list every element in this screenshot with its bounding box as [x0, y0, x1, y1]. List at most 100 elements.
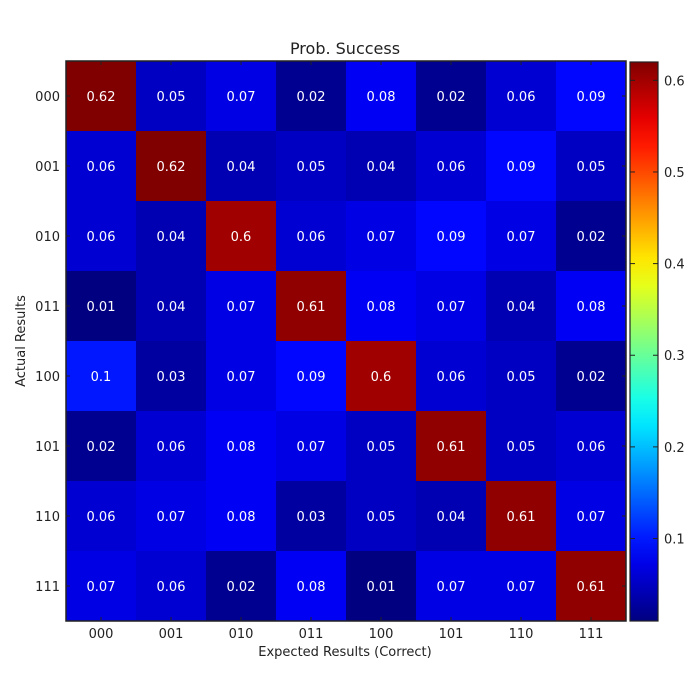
- heatmap-cell: [66, 131, 137, 202]
- y-tick-label: 111: [35, 580, 60, 595]
- cell-value-label: 0.04: [157, 300, 186, 315]
- x-tick-label: 101: [439, 627, 464, 642]
- cell-value-label: 0.07: [507, 230, 536, 245]
- x-tick-label: 001: [159, 627, 184, 642]
- x-tick-label: 000: [89, 627, 114, 642]
- colorbar-axis: 0.1 0.2 0.3 0.4 0.5 0.6: [630, 74, 685, 548]
- cell-value-label: 0.08: [297, 580, 326, 595]
- heatmap-cell: [416, 131, 487, 202]
- heatmap-cell: [66, 201, 137, 272]
- cell-value-label: 0.07: [437, 300, 466, 315]
- heatmap-cell: [136, 341, 207, 412]
- cell-value-label: 0.09: [297, 370, 326, 385]
- cell-value-label: 0.6: [231, 230, 252, 245]
- x-tick-label: 011: [299, 627, 324, 642]
- cell-value-label: 0.07: [507, 580, 536, 595]
- heatmap-cell: [66, 271, 137, 342]
- cell-value-label: 0.07: [157, 510, 186, 525]
- y-axis-label: Actual Results: [14, 295, 29, 387]
- cell-value-label: 0.06: [507, 90, 536, 105]
- cell-value-label: 0.07: [367, 230, 396, 245]
- cell-value-label: 0.01: [367, 580, 396, 595]
- cell-value-label: 0.08: [577, 300, 606, 315]
- cell-value-label: 0.01: [87, 300, 116, 315]
- heatmap-cell: [276, 551, 347, 622]
- heatmap-cell: [346, 131, 417, 202]
- cell-value-label: 0.61: [507, 510, 536, 525]
- cell-value-label: 0.05: [297, 160, 326, 175]
- cell-value-label: 0.05: [507, 370, 536, 385]
- heatmap-cell: [346, 201, 417, 272]
- y-tick-label: 011: [35, 300, 60, 315]
- cell-value-label: 0.1: [91, 370, 112, 385]
- cell-value-label: 0.05: [577, 160, 606, 175]
- heatmap-cell: [206, 131, 277, 202]
- x-axis: 000 001 010 011 100 101 110 111: [89, 61, 604, 642]
- heatmap-cell: [66, 61, 137, 132]
- heatmap-cell: [136, 201, 207, 272]
- cell-value-label: 0.02: [227, 580, 256, 595]
- cell-value-label: 0.06: [297, 230, 326, 245]
- cell-value-label: 0.05: [507, 440, 536, 455]
- cell-value-label: 0.04: [367, 160, 396, 175]
- cell-value-label: 0.06: [437, 160, 466, 175]
- heatmap-cell: [136, 551, 207, 622]
- cell-value-label: 0.08: [227, 440, 256, 455]
- heatmap-cell: [416, 411, 487, 482]
- colorbar-tick-label: 0.4: [664, 258, 685, 273]
- cell-value-label: 0.06: [157, 580, 186, 595]
- cell-value-label: 0.02: [87, 440, 116, 455]
- heatmap-cell: [486, 481, 557, 552]
- heatmap-cell: [276, 411, 347, 482]
- heatmap-cell: [486, 61, 557, 132]
- heatmap-cell: [276, 341, 347, 412]
- colorbar-tick-label: 0.6: [664, 74, 685, 89]
- plot-frame: [65, 60, 627, 622]
- cell-value-label: 0.05: [367, 440, 396, 455]
- heatmap-cell: [556, 341, 627, 412]
- cell-value-label: 0.04: [227, 160, 256, 175]
- heatmap-cell: [486, 271, 557, 342]
- cell-value-label: 0.07: [87, 580, 116, 595]
- heatmap-cell: [486, 131, 557, 202]
- x-axis-label: Expected Results (Correct): [258, 645, 431, 660]
- heatmap-cell: [416, 271, 487, 342]
- x-tick-label: 111: [579, 627, 604, 642]
- cell-value-label: 0.02: [437, 90, 466, 105]
- cell-value-label: 0.06: [87, 510, 116, 525]
- colorbar: [629, 61, 659, 622]
- cell-value-label: 0.07: [227, 300, 256, 315]
- heatmap-cell: [416, 61, 487, 132]
- cell-value-label: 0.61: [437, 440, 466, 455]
- heatmap-cell: [486, 201, 557, 272]
- heatmap-cell: [206, 411, 277, 482]
- y-axis: 000 001 010 011 100 101 110 111: [35, 90, 626, 595]
- heatmap-cell: [136, 271, 207, 342]
- cell-value-label: 0.04: [157, 230, 186, 245]
- heatmap-cell: [346, 271, 417, 342]
- cell-value-label: 0.09: [507, 160, 536, 175]
- heatmap-cell: [206, 551, 277, 622]
- cell-value-label: 0.05: [367, 510, 396, 525]
- heatmap-cell: [416, 341, 487, 412]
- cell-value-label: 0.08: [367, 90, 396, 105]
- colorbar-tick-label: 0.2: [664, 441, 685, 456]
- heatmap-cell: [346, 481, 417, 552]
- cell-value-label: 0.02: [297, 90, 326, 105]
- heatmap-cell: [346, 551, 417, 622]
- heatmap-cell: [556, 201, 627, 272]
- heatmap-cell: [276, 131, 347, 202]
- heatmap-cell: [206, 341, 277, 412]
- heatmap-cell: [346, 61, 417, 132]
- cell-value-label: 0.06: [87, 160, 116, 175]
- cell-value-label: 0.08: [367, 300, 396, 315]
- chart-title: Prob. Success: [290, 39, 400, 58]
- heatmap-cells: 0.62 0.05 0.07 0.02 0.08 0.02 0.06 0.09 0.06 0.62…: [66, 61, 627, 622]
- cell-value-label: 0.08: [227, 510, 256, 525]
- cell-value-label: 0.03: [297, 510, 326, 525]
- heatmap-cell: [66, 551, 137, 622]
- cell-value-label: 0.07: [227, 370, 256, 385]
- heatmap-cell: [206, 61, 277, 132]
- heatmap-cell: [486, 411, 557, 482]
